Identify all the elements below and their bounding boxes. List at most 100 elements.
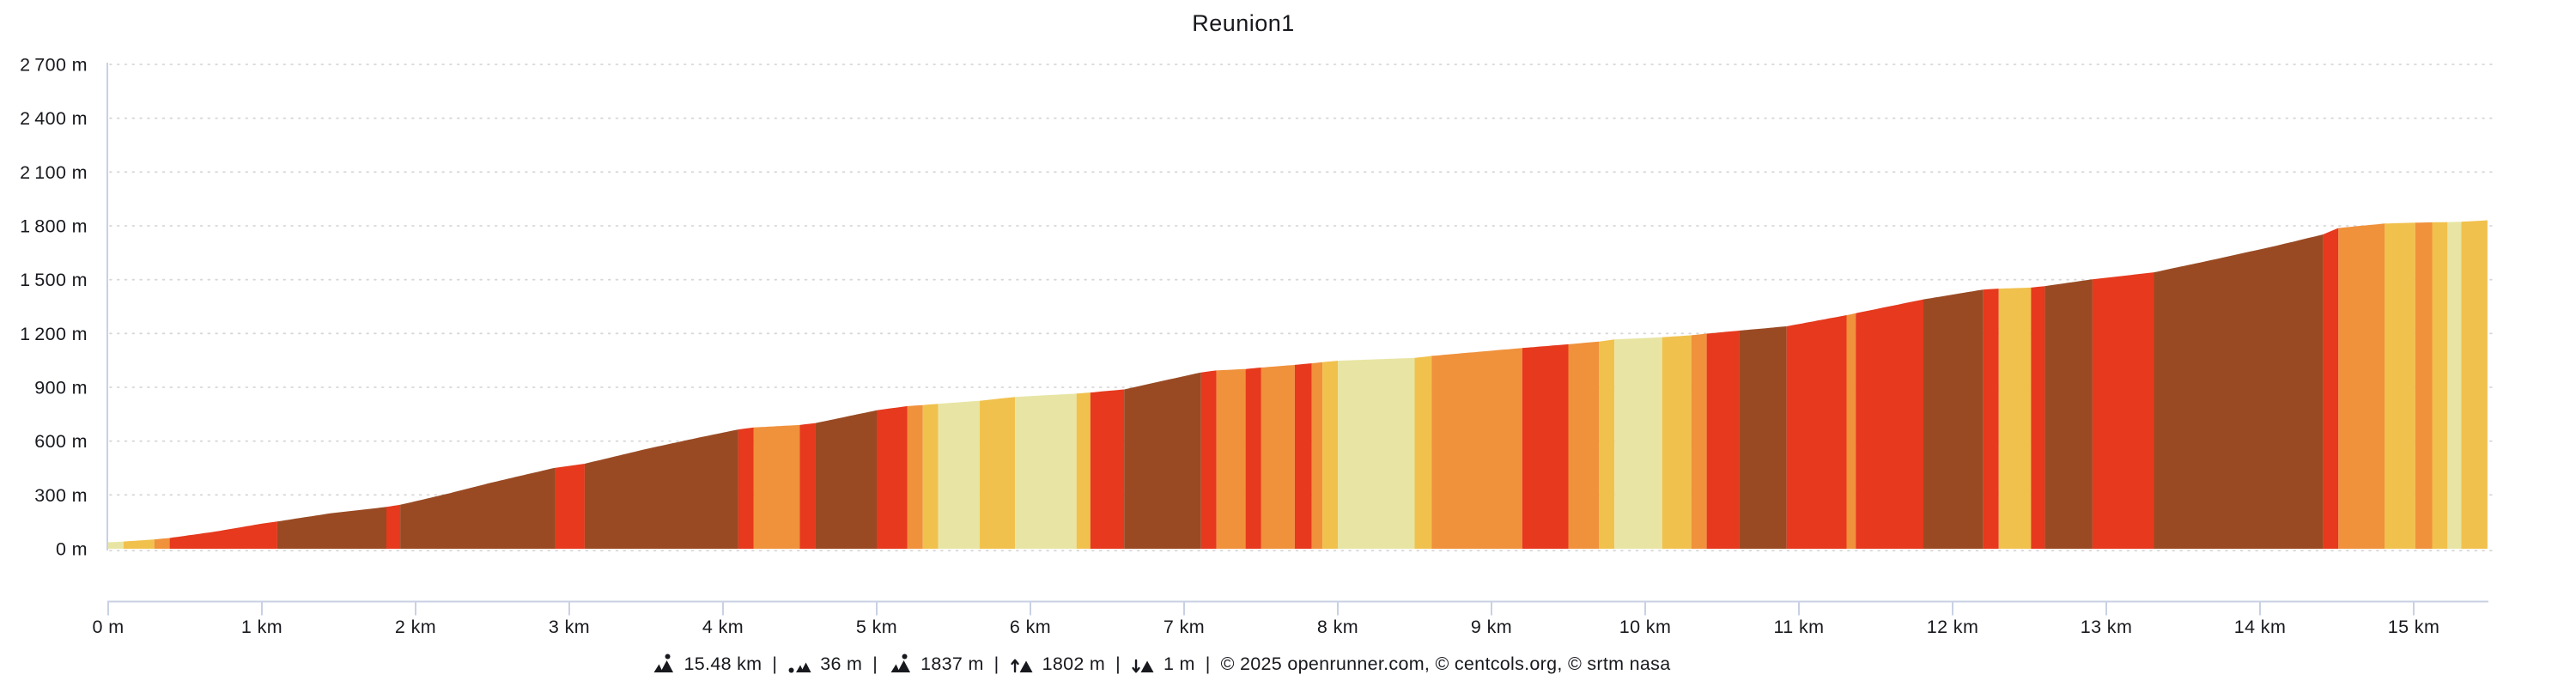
- slope-segment: [1338, 357, 1415, 549]
- stat-separator: |: [872, 653, 878, 674]
- stat-min-altitude-value: 36 m: [820, 653, 863, 674]
- slope-segment: [877, 405, 908, 549]
- x-tick-label: 12 km: [1927, 617, 1979, 637]
- slope-segment: [1856, 299, 1923, 549]
- x-tick-label: 3 km: [549, 617, 590, 637]
- x-tick-label: 8 km: [1317, 617, 1358, 637]
- x-tick-label: 15 km: [2388, 617, 2440, 637]
- slope-segment: [1786, 315, 1847, 549]
- slope-segment: [584, 429, 738, 549]
- slope-segment: [1124, 372, 1201, 549]
- slope-segment: [1846, 313, 1856, 549]
- stat-separator: |: [993, 653, 999, 674]
- slope-segment: [1739, 326, 1787, 549]
- slope-segment: [1662, 335, 1692, 549]
- slope-segment: [1522, 344, 1569, 549]
- slope-segment: [2154, 234, 2324, 549]
- slope-segment: [1090, 389, 1125, 549]
- slope-segment: [2447, 222, 2462, 549]
- y-tick-label: 0 m: [56, 539, 88, 560]
- slope-segment: [1245, 368, 1261, 549]
- x-tick-label: 2 km: [395, 617, 436, 637]
- slope-segment: [1983, 289, 1999, 549]
- slope-segment: [1216, 368, 1246, 549]
- slope-segment: [2031, 286, 2045, 549]
- slope-segment: [1568, 341, 1600, 549]
- slope-segment: [2432, 222, 2448, 549]
- x-tick-label: 6 km: [1010, 617, 1051, 637]
- slope-segment: [753, 424, 800, 549]
- chart-title: Reunion1: [1192, 10, 1295, 36]
- slope-segment: [799, 423, 816, 549]
- slope-segment: [2323, 228, 2339, 549]
- y-tick-label: 2 700 m: [20, 55, 88, 76]
- slope-segment: [169, 521, 277, 549]
- slope-segment: [2092, 272, 2154, 549]
- y-tick-label: 300 m: [34, 485, 88, 506]
- y-tick-label: 900 m: [34, 378, 88, 398]
- x-tick-label: 14 km: [2234, 617, 2287, 637]
- y-tick-label: 2 100 m: [20, 162, 88, 183]
- slope-segment: [1691, 333, 1707, 549]
- x-tick-label: 11 km: [1774, 617, 1825, 637]
- copyright-text: © 2025 openrunner.com, © centcols.org, ©…: [1220, 653, 1671, 674]
- slope-segment: [922, 404, 939, 549]
- stat-min-altitude: 36 m: [787, 651, 862, 677]
- y-tick-label: 600 m: [34, 431, 88, 452]
- slope-segment: [907, 404, 923, 549]
- slope-segment: [2461, 220, 2488, 549]
- slope-segment: [400, 467, 556, 549]
- slope-segment: [1076, 392, 1091, 549]
- slope-segment: [276, 507, 386, 549]
- slope-segment: [938, 400, 980, 549]
- slope-segment: [1923, 289, 1984, 549]
- slope-segment: [1614, 337, 1662, 549]
- stat-separator: |: [772, 653, 778, 674]
- slope-segment: [2385, 222, 2415, 549]
- slope-segment: [1015, 393, 1077, 549]
- y-tick-label: 1 500 m: [20, 270, 88, 290]
- slope-segment: [386, 504, 401, 549]
- stat-total-ascent: 1802 m: [1010, 651, 1106, 677]
- min-altitude-icon: [788, 662, 811, 673]
- slope-segment: [1599, 339, 1615, 549]
- stat-total-ascent-value: 1802 m: [1042, 653, 1106, 674]
- x-tick-label: 10 km: [1619, 617, 1672, 637]
- x-tick-label: 4 km: [702, 617, 744, 637]
- distance-icon: [653, 654, 674, 672]
- slope-segment: [1322, 361, 1338, 549]
- slope-segment: [108, 541, 124, 549]
- stat-max-altitude-value: 1837 m: [920, 653, 984, 674]
- x-tick-label: 1 km: [241, 617, 283, 637]
- stat-distance: 15.48 km: [652, 651, 762, 677]
- total-ascent-icon: [1011, 659, 1033, 673]
- route-stats-footer: 15.48 km | 36 m | 1837 m |: [652, 646, 1671, 682]
- x-tick-label: 9 km: [1471, 617, 1512, 637]
- x-tick-label: 5 km: [856, 617, 897, 637]
- slope-segment: [979, 397, 1016, 549]
- slope-segment: [1200, 370, 1217, 549]
- y-tick-label: 2 400 m: [20, 108, 88, 129]
- slope-segment: [1414, 356, 1432, 549]
- slope-segment: [154, 538, 170, 549]
- stat-max-altitude: 1837 m: [888, 651, 984, 677]
- slope-segment: [2044, 279, 2093, 549]
- x-tick-label: 0 m: [92, 617, 124, 637]
- slope-segment: [738, 427, 754, 549]
- x-tick-label: 13 km: [2081, 617, 2133, 637]
- stat-total-descent-value: 1 m: [1163, 653, 1195, 674]
- slope-segment: [1311, 362, 1323, 549]
- stat-separator: |: [1115, 653, 1121, 674]
- stat-distance-value: 15.48 km: [683, 653, 762, 674]
- stat-total-descent: 1 m: [1131, 651, 1195, 677]
- slope-segment: [1998, 287, 2032, 549]
- slope-segment: [815, 410, 877, 549]
- slope-segment: [1294, 363, 1312, 549]
- slope-segment: [1261, 364, 1295, 549]
- slope-segment: [123, 539, 155, 549]
- max-altitude-icon: [890, 654, 910, 672]
- total-descent-icon: [1132, 659, 1154, 673]
- slope-segment: [2338, 223, 2385, 549]
